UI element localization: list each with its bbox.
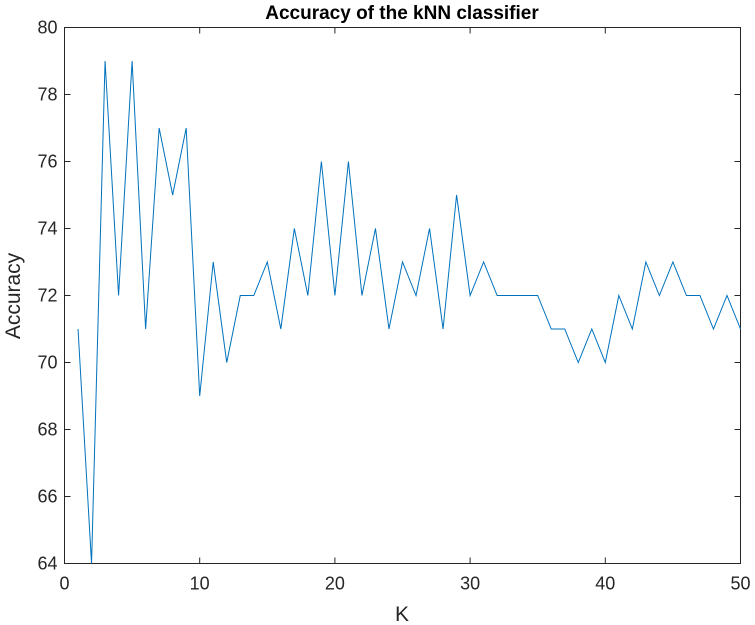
- y-tick-label: 68: [37, 420, 57, 440]
- y-axis-label: Accuracy: [2, 252, 25, 339]
- x-tick-label: 0: [59, 574, 69, 594]
- x-tick-label: 30: [460, 574, 480, 594]
- y-tick-label: 72: [37, 286, 57, 306]
- y-tick-label: 78: [37, 85, 57, 105]
- y-tick-label: 66: [37, 487, 57, 507]
- y-tick-label: 64: [37, 554, 57, 574]
- x-tick-label: 50: [730, 574, 750, 594]
- x-axis-label: K: [395, 603, 409, 625]
- x-tick-label: 10: [190, 574, 210, 594]
- y-tick-label: 70: [37, 353, 57, 373]
- x-tick-label: 20: [325, 574, 345, 594]
- y-tick-label: 74: [37, 219, 57, 239]
- series-line: [77, 60, 741, 564]
- x-tick-label: 40: [595, 574, 615, 594]
- y-tick-label: 76: [37, 152, 57, 172]
- chart-title: Accuracy of the kNN classifier: [265, 3, 539, 24]
- series-group: [77, 60, 741, 564]
- x-axis: 0 10 20 30 40 50: [59, 27, 751, 594]
- y-axis: 64 66 68 70 72 74 76 78 80: [37, 18, 741, 574]
- y-tick-label: 80: [37, 18, 57, 38]
